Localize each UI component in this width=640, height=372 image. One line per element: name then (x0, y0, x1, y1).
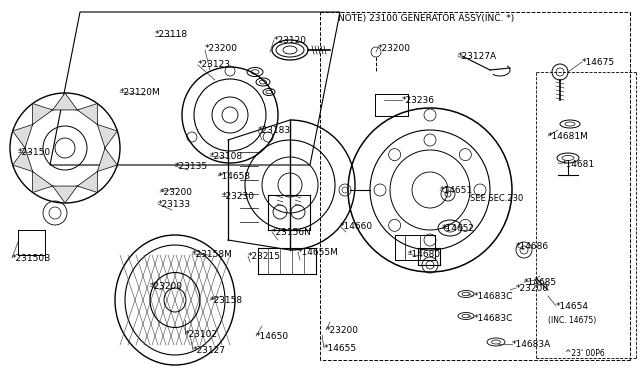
Text: *23127A: *23127A (458, 52, 497, 61)
Text: *14655M: *14655M (298, 248, 339, 257)
Text: *23118: *23118 (155, 30, 188, 39)
Polygon shape (77, 103, 97, 125)
Text: *23127: *23127 (193, 346, 226, 355)
Text: *14652: *14652 (442, 224, 475, 233)
Text: (INC. 14675): (INC. 14675) (548, 316, 596, 325)
Text: *14681M: *14681M (548, 132, 589, 141)
Text: *14654: *14654 (556, 302, 589, 311)
Text: *14658: *14658 (218, 172, 251, 181)
Text: *23102: *23102 (185, 330, 218, 339)
Polygon shape (33, 171, 52, 192)
Text: *23123: *23123 (198, 60, 231, 69)
Text: *23135: *23135 (175, 162, 208, 171)
Text: *23200: *23200 (205, 44, 238, 53)
Text: ^23' 00P6: ^23' 00P6 (565, 349, 605, 358)
Text: *23200: *23200 (516, 284, 549, 293)
Polygon shape (33, 103, 52, 125)
Text: *14683C: *14683C (474, 292, 513, 301)
Text: *23215: *23215 (248, 252, 281, 261)
Text: *14683A: *14683A (512, 340, 551, 349)
Text: *23156N: *23156N (272, 228, 312, 237)
Text: *23200: *23200 (378, 44, 411, 53)
Text: *23200: *23200 (326, 326, 359, 335)
Text: *23183: *23183 (258, 126, 291, 135)
Text: *14680: *14680 (408, 250, 441, 259)
Text: *14681: *14681 (562, 160, 595, 169)
Polygon shape (97, 125, 117, 148)
Polygon shape (52, 93, 77, 110)
Text: *23230: *23230 (222, 192, 255, 201)
Text: *23120: *23120 (274, 36, 307, 45)
Text: *23150B: *23150B (12, 254, 51, 263)
Text: *14685: *14685 (524, 278, 557, 287)
Text: *14651: *14651 (440, 186, 473, 195)
Text: *23133: *23133 (158, 200, 191, 209)
Text: *14655: *14655 (324, 344, 357, 353)
Text: *23200: *23200 (160, 188, 193, 197)
Text: NOTE) 23100 GENERATOR ASSY(INC. *): NOTE) 23100 GENERATOR ASSY(INC. *) (338, 14, 515, 23)
Text: *14683C: *14683C (474, 314, 513, 323)
Text: *23108: *23108 (210, 152, 243, 161)
Text: *23120M: *23120M (120, 88, 161, 97)
Text: *23200: *23200 (150, 282, 183, 291)
Text: *14686: *14686 (516, 242, 549, 251)
Polygon shape (97, 148, 117, 171)
Text: *23236: *23236 (402, 96, 435, 105)
Text: SEE SEC.230: SEE SEC.230 (470, 194, 524, 203)
Text: *14675: *14675 (582, 58, 615, 67)
Text: *14660: *14660 (340, 222, 373, 231)
Polygon shape (13, 125, 33, 148)
Polygon shape (52, 186, 77, 203)
Text: *14650: *14650 (256, 332, 289, 341)
Polygon shape (13, 148, 33, 171)
Polygon shape (77, 171, 97, 192)
Text: *23158M: *23158M (192, 250, 233, 259)
Text: *23150: *23150 (18, 148, 51, 157)
Text: *23158: *23158 (210, 296, 243, 305)
